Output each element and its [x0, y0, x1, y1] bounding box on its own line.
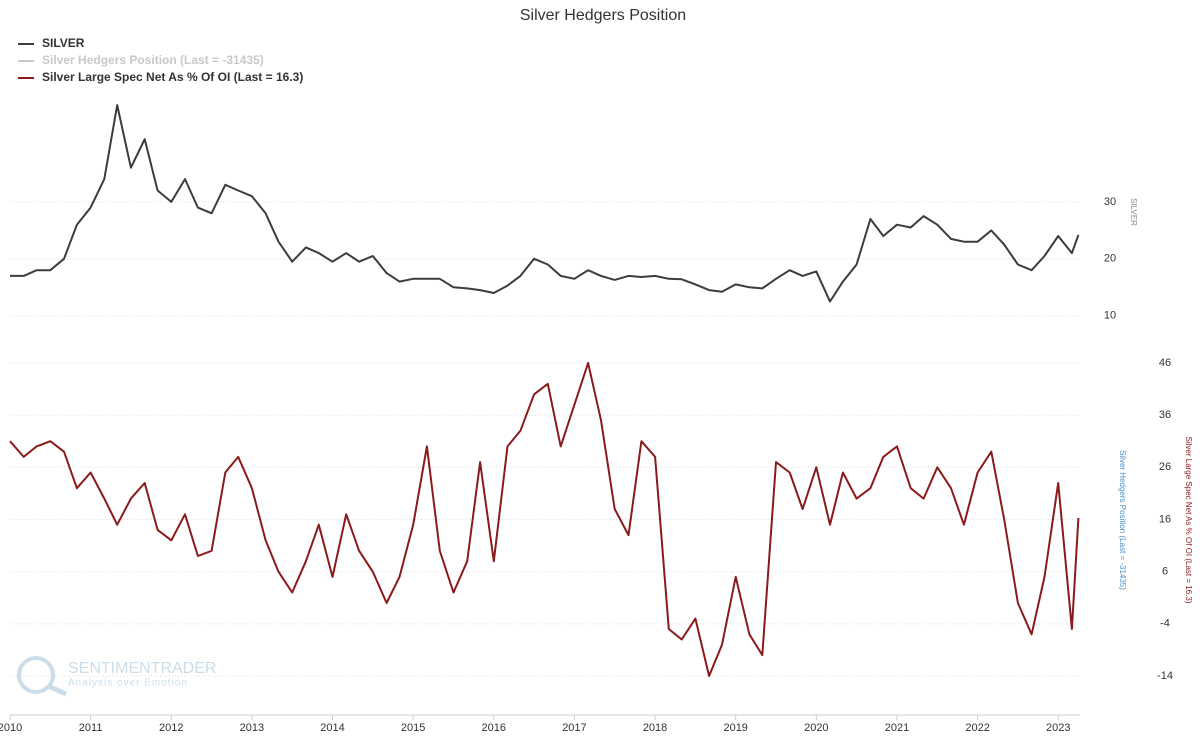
y-axis-label: Silver Large Spec Net As % Of OI (Last =…	[1184, 437, 1193, 604]
y-tick-label: -14	[1157, 670, 1173, 682]
x-tick-label: 2015	[401, 722, 425, 734]
y-tick-label: 26	[1159, 461, 1171, 473]
y-tick-label: 6	[1162, 566, 1168, 578]
watermark-tagline: Analysis over Emotion	[68, 678, 188, 689]
legend-label: Silver Hedgers Position (Last = -31435)	[42, 53, 264, 67]
x-tick-label: 2021	[885, 722, 909, 734]
x-tick-label: 2020	[804, 722, 828, 734]
x-tick-label: 2012	[159, 722, 183, 734]
x-tick-label: 2019	[723, 722, 747, 734]
series-line	[9, 362, 1080, 677]
y-tick-label: -4	[1160, 618, 1170, 630]
y-tick-label: 16	[1159, 513, 1171, 525]
y-tick-label: 10	[1104, 310, 1116, 322]
x-tick-label: 2011	[79, 722, 103, 734]
x-tick-label: 2017	[562, 722, 586, 734]
watermark-icon	[17, 656, 55, 694]
legend-label: Silver Large Spec Net As % Of OI (Last =…	[42, 70, 303, 84]
y-tick-label: 46	[1159, 357, 1171, 369]
legend-label: SILVER	[42, 36, 85, 50]
x-tick-label: 2013	[240, 722, 264, 734]
x-tick-label: 2023	[1046, 722, 1070, 734]
chart-title: Silver Hedgers Position	[520, 7, 686, 24]
x-tick-label: 2018	[643, 722, 667, 734]
watermark: SENTIMENTRADER Analysis over Emotion	[17, 656, 216, 697]
y-tick-label: 36	[1159, 409, 1171, 421]
x-tick-label: 2014	[320, 722, 344, 734]
y-axis-label: Silver Hedgers Position (Last = -31435)	[1118, 450, 1127, 590]
series-line	[10, 104, 1080, 303]
y-tick-label: 30	[1104, 196, 1116, 208]
x-tick-label: 2022	[965, 722, 989, 734]
x-tick-label: 2010	[0, 722, 22, 734]
watermark-brand: SENTIMENTRADER	[68, 660, 216, 677]
y-tick-label: 20	[1104, 253, 1116, 265]
watermark-icon	[46, 683, 68, 697]
x-tick-label: 2016	[482, 722, 506, 734]
y-axis-label: SILVER	[1129, 198, 1138, 226]
